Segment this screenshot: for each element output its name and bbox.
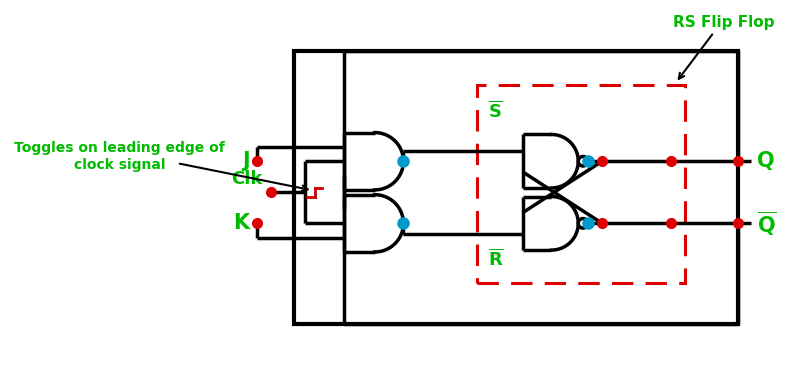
Bar [477,85,685,282]
Text: K: K [234,213,249,233]
Bar [293,51,738,324]
Text: Clk: Clk [232,171,263,189]
Text: $\overline{\mathbf{R}}$: $\overline{\mathbf{R}}$ [489,248,505,269]
Text: RS Flip Flop: RS Flip Flop [673,15,774,30]
Text: Q: Q [757,151,775,171]
Text: J: J [242,151,249,171]
Text: Toggles on leading edge of
clock signal: Toggles on leading edge of clock signal [14,141,225,171]
Text: $\overline{\mathbf{S}}$: $\overline{\mathbf{S}}$ [489,100,504,121]
Text: $\overline{\mathbf{Q}}$: $\overline{\mathbf{Q}}$ [757,209,776,237]
